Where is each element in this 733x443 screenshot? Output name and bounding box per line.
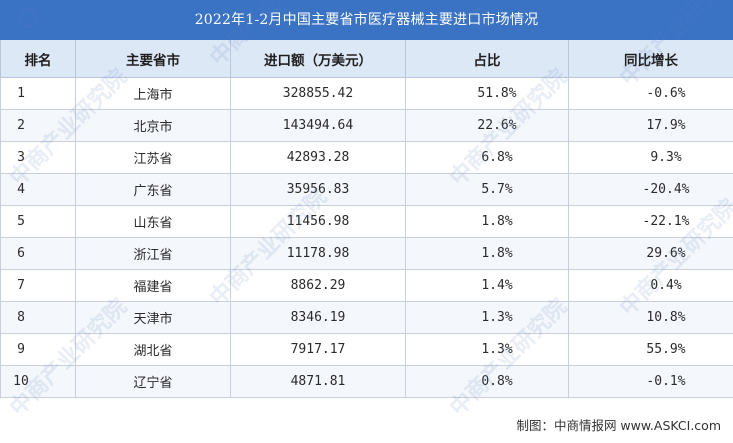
share-cell: 5.7% — [405, 173, 569, 206]
import-market-table: 排名 主要省市 进口额（万美元） 占比 同比增长 1 上海市 328855.42… — [0, 40, 733, 398]
amount-cell: 42893.28 — [230, 141, 406, 174]
yoy-cell: 9.3% — [568, 141, 733, 174]
amount-cell: 8346.19 — [230, 301, 406, 334]
yoy-cell: 10.8% — [568, 301, 733, 334]
table-row: 9 湖北省 7917.17 1.3% 55.9% — [0, 333, 733, 366]
table-row: 6 浙江省 11178.98 1.8% 29.6% — [0, 237, 733, 270]
region-cell: 北京市 — [75, 109, 231, 142]
table-row: 10 辽宁省 4871.81 0.8% -0.1% — [0, 365, 733, 398]
rank-cell: 7 — [0, 269, 76, 302]
region-cell: 湖北省 — [75, 333, 231, 366]
rank-cell: 6 — [0, 237, 76, 270]
share-cell: 1.8% — [405, 237, 569, 270]
header-row: 排名 主要省市 进口额（万美元） 占比 同比增长 — [0, 40, 733, 78]
amount-cell: 11178.98 — [230, 237, 406, 270]
rank-cell: 10 — [0, 365, 76, 398]
region-cell: 天津市 — [75, 301, 231, 334]
region-cell: 辽宁省 — [75, 365, 231, 398]
table-row: 8 天津市 8346.19 1.3% 10.8% — [0, 301, 733, 334]
share-cell: 22.6% — [405, 109, 569, 142]
rank-cell: 3 — [0, 141, 76, 174]
region-cell: 江苏省 — [75, 141, 231, 174]
header-import-amount: 进口额（万美元） — [230, 40, 406, 78]
table-row: 2 北京市 143494.64 22.6% 17.9% — [0, 109, 733, 142]
yoy-cell: -0.6% — [568, 77, 733, 110]
rank-cell: 9 — [0, 333, 76, 366]
rank-cell: 2 — [0, 109, 76, 142]
rank-cell: 1 — [0, 77, 76, 110]
table-row: 1 上海市 328855.42 51.8% -0.6% — [0, 77, 733, 110]
share-cell: 51.8% — [405, 77, 569, 110]
rank-cell: 8 — [0, 301, 76, 334]
amount-cell: 4871.81 — [230, 365, 406, 398]
rank-cell: 4 — [0, 173, 76, 206]
yoy-cell: -0.1% — [568, 365, 733, 398]
share-cell: 0.8% — [405, 365, 569, 398]
region-cell: 山东省 — [75, 205, 231, 238]
table-row: 4 广东省 35956.83 5.7% -20.4% — [0, 173, 733, 206]
chart-source-footer: 制图：中商情报网 www.ASKCI.com — [516, 418, 721, 433]
share-cell: 1.4% — [405, 269, 569, 302]
amount-cell: 7917.17 — [230, 333, 406, 366]
amount-cell: 143494.64 — [230, 109, 406, 142]
table-row: 7 福建省 8862.29 1.4% 0.4% — [0, 269, 733, 302]
share-cell: 1.8% — [405, 205, 569, 238]
yoy-cell: -22.1% — [568, 205, 733, 238]
header-share: 占比 — [405, 40, 569, 78]
yoy-cell: 0.4% — [568, 269, 733, 302]
yoy-cell: 29.6% — [568, 237, 733, 270]
table-row: 5 山东省 11456.98 1.8% -22.1% — [0, 205, 733, 238]
table-row: 3 江苏省 42893.28 6.8% 9.3% — [0, 141, 733, 174]
header-rank: 排名 — [0, 40, 76, 78]
rank-cell: 5 — [0, 205, 76, 238]
table-title: 2022年1-2月中国主要省市医疗器械主要进口市场情况 — [0, 0, 733, 40]
header-yoy-growth: 同比增长 — [568, 40, 733, 78]
yoy-cell: 17.9% — [568, 109, 733, 142]
amount-cell: 8862.29 — [230, 269, 406, 302]
yoy-cell: -20.4% — [568, 173, 733, 206]
region-cell: 上海市 — [75, 77, 231, 110]
region-cell: 浙江省 — [75, 237, 231, 270]
share-cell: 6.8% — [405, 141, 569, 174]
header-region: 主要省市 — [75, 40, 231, 78]
amount-cell: 35956.83 — [230, 173, 406, 206]
region-cell: 福建省 — [75, 269, 231, 302]
amount-cell: 11456.98 — [230, 205, 406, 238]
share-cell: 1.3% — [405, 301, 569, 334]
amount-cell: 328855.42 — [230, 77, 406, 110]
region-cell: 广东省 — [75, 173, 231, 206]
yoy-cell: 55.9% — [568, 333, 733, 366]
share-cell: 1.3% — [405, 333, 569, 366]
